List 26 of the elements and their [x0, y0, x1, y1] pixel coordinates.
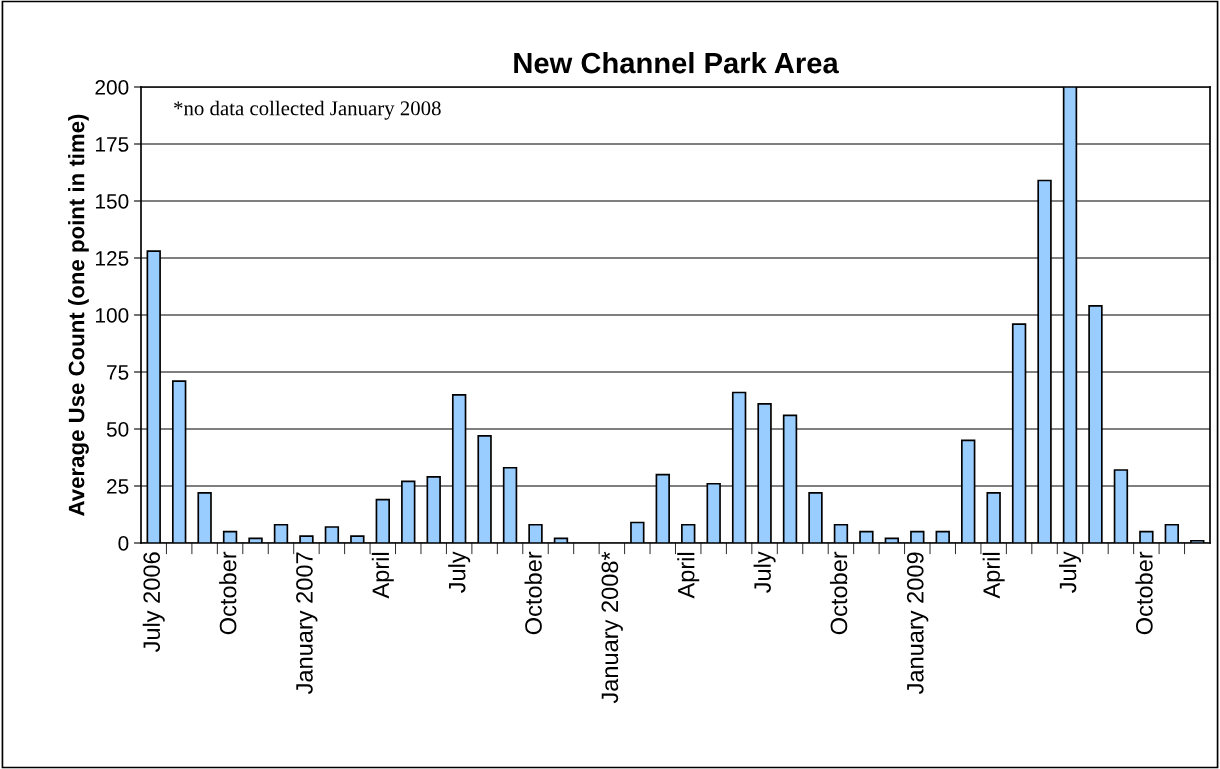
y-tick-label: 150 — [96, 194, 129, 209]
y-tick-label: 125 — [96, 251, 129, 266]
y-tick-label: 175 — [96, 137, 129, 152]
y-tick-label: 25 — [107, 479, 129, 494]
chart-title: New Channel Park Area — [514, 51, 839, 74]
x-tick-label: October — [219, 551, 237, 635]
x-tick-label: July — [448, 551, 471, 593]
x-tick-label: October — [524, 551, 542, 635]
y-tick-label: 50 — [106, 422, 129, 437]
x-tick-label: July — [753, 551, 776, 593]
x-tick-label: July — [1059, 551, 1082, 593]
x-tick-label: October — [1135, 551, 1153, 635]
x-tick-label: April — [982, 552, 1005, 599]
y-tick-label: 75 — [107, 365, 129, 380]
y-axis-title: Average Use Count (one point in time) — [68, 114, 89, 516]
annotation: *no data collected January 2008 — [174, 100, 441, 120]
x-tick-label: January 2007 — [296, 552, 318, 695]
y-tick-label: 100 — [96, 308, 129, 323]
x-tick-label: January 2009 — [906, 552, 929, 695]
x-tick-label: April — [371, 552, 394, 599]
x-tick-label: July 2006 — [142, 552, 165, 653]
x-tick-label: January 2008* — [601, 551, 623, 704]
y-tick-label: 0 — [118, 536, 129, 551]
y-tick-label: 200 — [95, 80, 129, 95]
x-tick-label: April — [677, 552, 700, 599]
x-tick-label: October — [829, 551, 848, 635]
